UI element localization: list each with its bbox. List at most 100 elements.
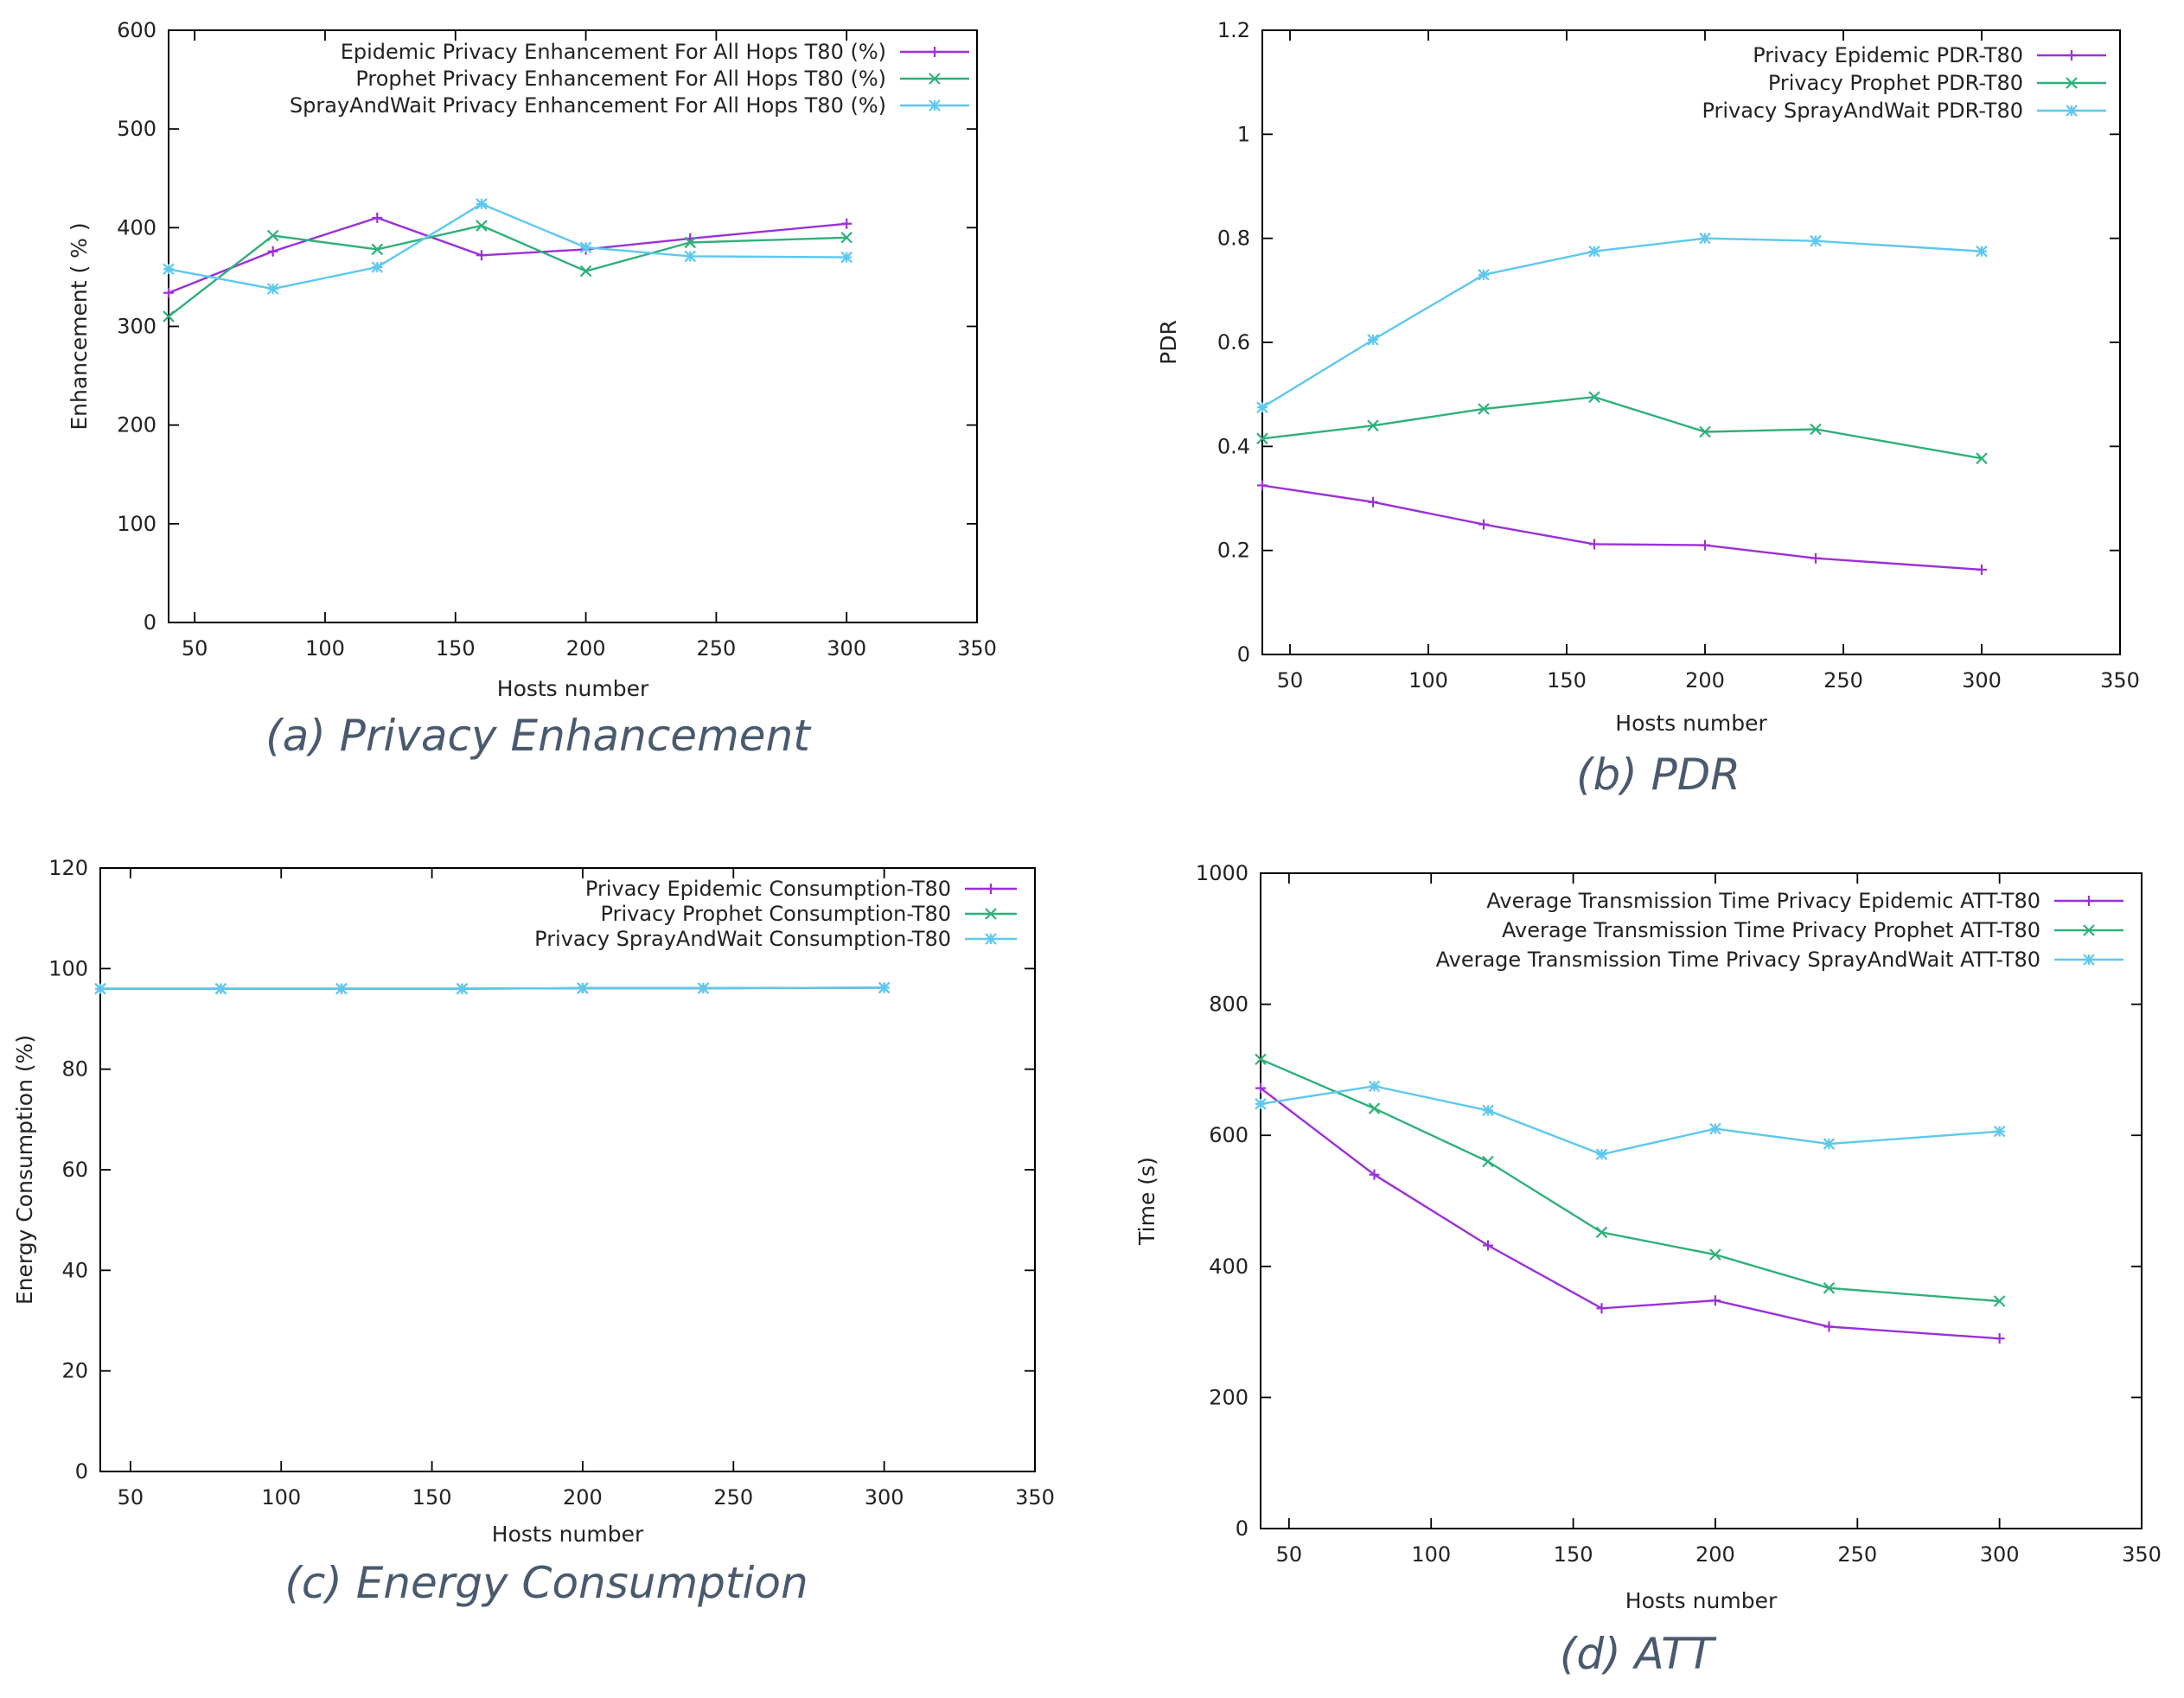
data-point <box>1700 539 1710 551</box>
x-tick-label: 200 <box>1695 1542 1735 1567</box>
data-point <box>841 218 853 229</box>
y-tick-label: 800 <box>1209 993 1248 1017</box>
data-point <box>684 250 697 263</box>
x-tick-label: 100 <box>1411 1542 1451 1567</box>
chart-time-s: 0 200 400 600 800 1000 50 100 150 200 250 300 350 Hos… <box>1134 861 2162 1613</box>
x-tick-label: 300 <box>827 636 866 661</box>
data-point <box>1368 1102 1381 1114</box>
x-tick-label: 200 <box>566 636 606 661</box>
series-line <box>1260 1085 2000 1156</box>
data-point <box>1823 1321 1835 1332</box>
data-point <box>372 212 383 223</box>
data-point <box>1257 480 1268 491</box>
data-point <box>1595 1226 1608 1239</box>
x-tick-label: 100 <box>305 636 345 661</box>
legend-marker <box>2066 50 2077 61</box>
x-tick-label: 50 <box>1276 1542 1303 1567</box>
legend-entry-label: Prophet Privacy Enhancement For All Hops… <box>355 67 886 91</box>
legend: Epidemic Privacy Enhancement For All Hop… <box>290 40 969 118</box>
legend-entry-label: SprayAndWait Privacy Enhancement For All… <box>290 93 886 118</box>
data-point <box>1810 234 1822 247</box>
caption-att: (d) ATT <box>1559 1629 1715 1679</box>
data-point <box>1367 419 1379 432</box>
legend-marker <box>2066 105 2078 117</box>
data-point <box>1595 1148 1608 1160</box>
legend-marker <box>929 47 940 57</box>
x-tick-label: 300 <box>1962 668 2002 693</box>
y-tick-label: 200 <box>1209 1385 1248 1409</box>
x-tick-label: 250 <box>1837 1542 1877 1567</box>
data-point <box>1368 1080 1381 1093</box>
legend: Privacy Epidemic Consumption-T80Privacy … <box>534 877 1017 951</box>
plot-frame <box>1260 872 2142 1529</box>
data-point <box>163 287 174 298</box>
x-axis-label: Hosts number <box>492 1522 644 1547</box>
y-axis-label: Time (s) <box>1134 1157 1159 1246</box>
data-point <box>1823 1138 1836 1150</box>
data-point <box>840 231 853 244</box>
data-point <box>266 283 279 295</box>
y-tick-label: 200 <box>117 413 156 437</box>
x-tick-label: 350 <box>957 636 997 661</box>
legend-entry-label: Privacy Prophet Consumption-T80 <box>601 902 951 926</box>
data-point <box>577 982 589 994</box>
y-tick-label: 300 <box>117 315 156 339</box>
caption-privacy-enhancement: (a) Privacy Enhancement <box>265 711 810 761</box>
series-privacy-prophet-pdr-t80 <box>1256 391 1988 464</box>
y-tick-label: 20 <box>61 1359 88 1383</box>
data-point <box>1369 1169 1380 1180</box>
y-tick-label: 600 <box>117 18 156 42</box>
data-point <box>1709 1122 1721 1135</box>
data-point <box>1823 1282 1836 1294</box>
data-point <box>476 198 488 210</box>
data-point <box>267 246 278 257</box>
series-line <box>1260 1087 2000 1340</box>
data-point <box>94 982 106 995</box>
x-tick-label: 250 <box>1823 668 1863 693</box>
data-point <box>163 263 175 276</box>
series-privacy-sprayandwait-pdr-t80 <box>1256 232 1988 413</box>
y-tick-label: 400 <box>1209 1254 1248 1279</box>
y-tick-label: 0 <box>1237 642 1250 667</box>
x-axis-label: Hosts number <box>1625 1588 1778 1613</box>
legend-entry-label: Average Transmission Time Privacy Epidem… <box>1486 889 2040 913</box>
legend-marker <box>929 73 941 85</box>
data-point <box>1482 1104 1494 1117</box>
legend-marker <box>985 908 997 920</box>
legend-entry-label: Privacy Epidemic PDR-T80 <box>1753 43 2023 67</box>
legend-marker <box>2083 954 2095 966</box>
data-point <box>163 310 175 322</box>
series-privacy-epidemic-pdr-t80 <box>1257 480 1987 575</box>
series-line <box>1261 484 1983 571</box>
series-line <box>1261 237 1983 409</box>
x-tick-label: 50 <box>1277 668 1304 693</box>
legend-entry-label: Privacy Prophet PDR-T80 <box>1768 71 2023 95</box>
y-tick-label: 0.2 <box>1217 539 1250 563</box>
caption-pdr: (b) PDR <box>1575 750 1741 800</box>
x-tick-label: 100 <box>261 1485 301 1510</box>
legend-entry-label: Privacy SprayAndWait PDR-T80 <box>1702 99 2023 123</box>
y-tick-label: 1.2 <box>1217 18 1250 42</box>
data-point <box>1993 1125 2006 1138</box>
data-point <box>1588 391 1600 403</box>
data-point <box>1255 1082 1266 1094</box>
series-line <box>168 202 847 290</box>
y-tick-label: 500 <box>117 117 156 141</box>
data-point <box>684 236 697 249</box>
data-point <box>1588 245 1600 258</box>
plot-frame <box>168 29 978 623</box>
data-point <box>1482 1240 1493 1251</box>
data-point <box>1699 232 1711 245</box>
data-point <box>1976 452 1988 464</box>
data-point <box>1478 269 1490 281</box>
x-tick-label: 350 <box>2122 1542 2162 1567</box>
data-point <box>1596 1303 1607 1314</box>
series-line <box>1260 1058 2000 1303</box>
series-average-transmission-time-privacy-prophet-att-t80 <box>1255 1053 2006 1307</box>
x-tick-label: 250 <box>696 636 736 661</box>
x-axis-label: Hosts number <box>1615 711 1767 736</box>
y-axis-label: PDR <box>1156 320 1181 365</box>
data-point <box>697 982 710 994</box>
data-point <box>1810 552 1821 564</box>
